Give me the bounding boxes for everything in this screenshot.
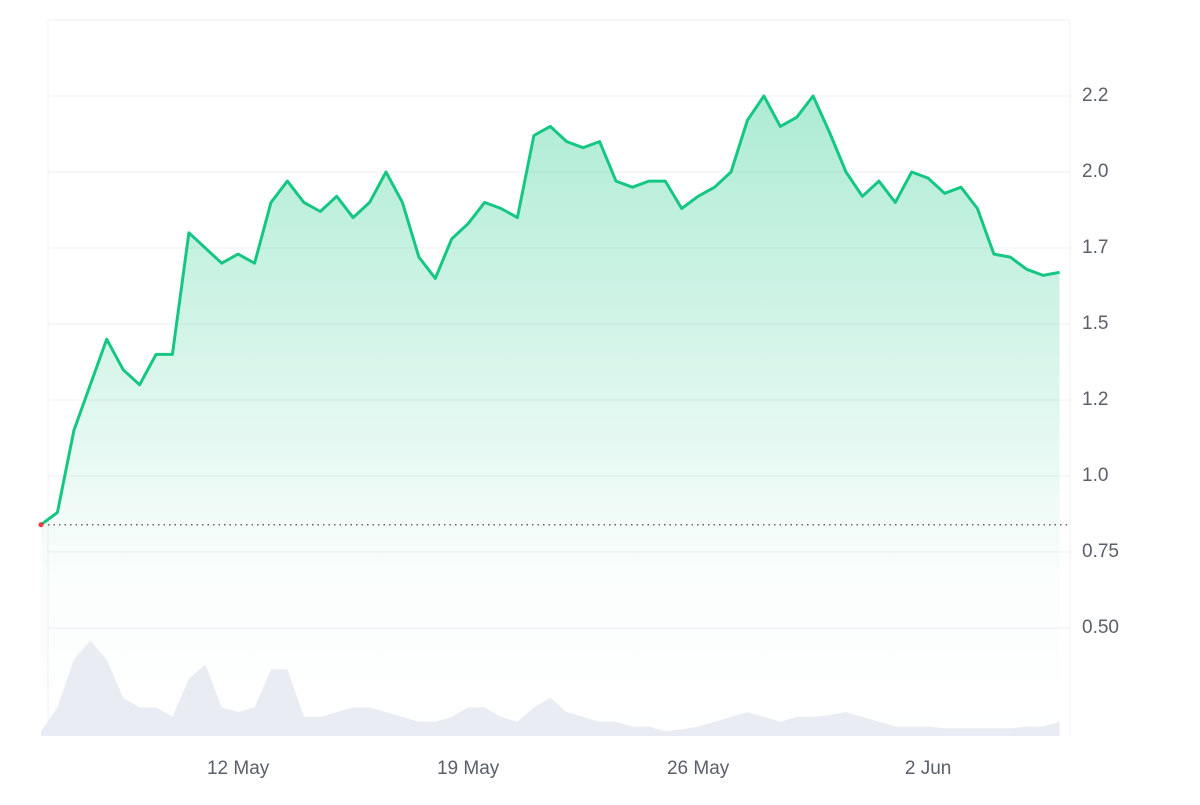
x-tick-label: 19 May: [437, 758, 500, 779]
price-area: [41, 96, 1060, 736]
volume-area: [41, 640, 1060, 736]
y-tick-label: 1.5: [1082, 313, 1108, 334]
y-tick-label: 0.75: [1082, 541, 1119, 562]
y-tick-label: 2.0: [1082, 161, 1108, 182]
y-tick-label: 0.50: [1082, 617, 1119, 638]
y-tick-label: 1.0: [1082, 465, 1108, 486]
x-tick-label: 26 May: [667, 758, 730, 779]
start-dot: [38, 522, 44, 528]
y-tick-label: 1.2: [1082, 389, 1108, 410]
x-tick-label: 12 May: [207, 758, 270, 779]
x-tick-label: 2 Jun: [905, 758, 951, 779]
y-tick-label: 2.2: [1082, 85, 1108, 106]
y-tick-label: 1.7: [1082, 237, 1108, 258]
price-line: [40, 94, 1060, 526]
